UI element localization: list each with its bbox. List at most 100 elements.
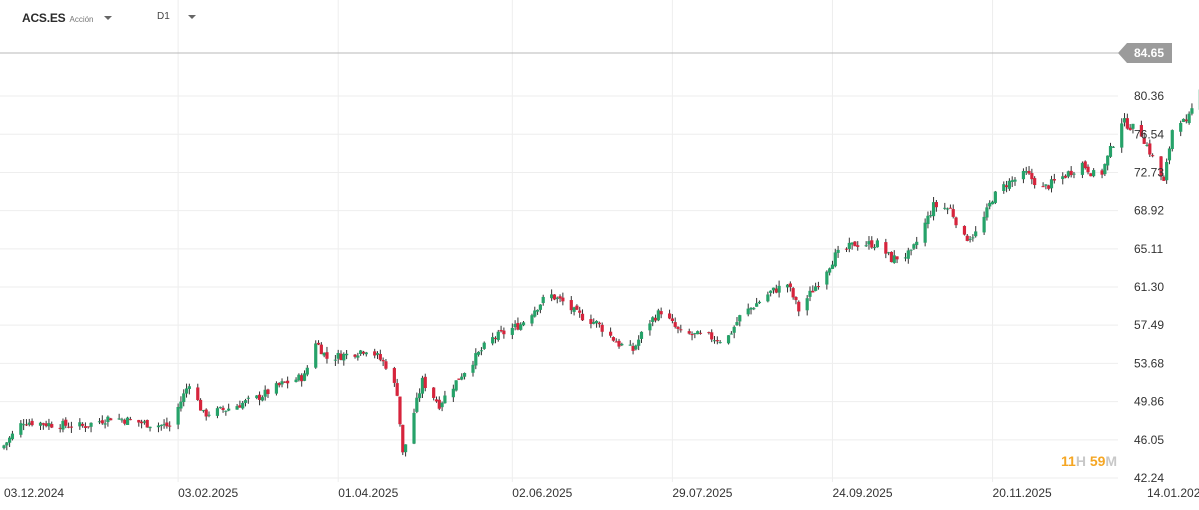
candle-body bbox=[364, 352, 368, 355]
candle-body bbox=[179, 401, 183, 409]
candle-body bbox=[769, 290, 773, 293]
candle-down bbox=[690, 331, 694, 341]
candle-up bbox=[1021, 168, 1026, 184]
candle-body bbox=[125, 417, 130, 425]
candle-body bbox=[451, 388, 455, 398]
candle-body bbox=[580, 313, 585, 321]
candle-body bbox=[106, 416, 110, 423]
candle-body bbox=[403, 444, 408, 453]
candle-up bbox=[746, 303, 750, 317]
candle-body bbox=[884, 242, 888, 254]
candle-up bbox=[805, 295, 809, 316]
candle-body bbox=[378, 353, 382, 360]
candle-up bbox=[336, 349, 340, 364]
candle-body bbox=[384, 361, 388, 369]
candle-body bbox=[926, 215, 930, 225]
candle-down bbox=[844, 247, 849, 252]
candle-up bbox=[990, 200, 995, 205]
candle-up bbox=[656, 308, 660, 322]
candle-up bbox=[521, 320, 526, 327]
chevron-down-icon[interactable] bbox=[187, 14, 196, 19]
candle-up bbox=[78, 418, 82, 430]
candle-body bbox=[1170, 130, 1174, 150]
candle-down bbox=[965, 233, 969, 242]
candle-down bbox=[609, 327, 613, 338]
candle-body bbox=[418, 393, 422, 399]
candle-body bbox=[27, 422, 31, 425]
candle-down bbox=[392, 366, 396, 387]
candle-down bbox=[951, 204, 955, 219]
candle-body bbox=[1063, 175, 1068, 178]
candle-down bbox=[580, 309, 585, 322]
candle-up bbox=[182, 389, 186, 407]
candle-body bbox=[715, 340, 719, 342]
candle-body bbox=[1027, 170, 1031, 174]
candle-body bbox=[454, 380, 458, 391]
candle-body bbox=[578, 310, 582, 313]
candle-body bbox=[990, 201, 995, 205]
candle-down bbox=[870, 236, 874, 249]
candle-up bbox=[1165, 158, 1169, 184]
candle-body bbox=[912, 244, 916, 249]
candle-body bbox=[1086, 166, 1090, 173]
symbol-label: ACS.ES bbox=[22, 11, 66, 25]
candle-down bbox=[895, 256, 899, 264]
candle-body bbox=[985, 207, 989, 218]
candle-up bbox=[302, 370, 307, 382]
candle-up bbox=[1007, 178, 1011, 191]
candle-up bbox=[474, 348, 478, 370]
candle-body bbox=[696, 331, 700, 335]
candle-body bbox=[1184, 119, 1188, 122]
candle-up bbox=[215, 406, 220, 419]
current-price-label: 84.65 bbox=[1134, 46, 1164, 60]
candle-body bbox=[805, 298, 809, 311]
candle-up bbox=[974, 226, 978, 238]
candle-body bbox=[198, 399, 203, 411]
candle-body bbox=[1167, 148, 1172, 161]
candle-body bbox=[1047, 185, 1051, 189]
candle-body bbox=[235, 406, 239, 410]
candle-up bbox=[892, 250, 896, 264]
candle-body bbox=[673, 322, 677, 327]
candle-body bbox=[1131, 123, 1135, 129]
candle-body bbox=[535, 309, 540, 312]
candle-up bbox=[769, 290, 773, 297]
candle-down bbox=[1089, 173, 1093, 177]
candle-up bbox=[541, 294, 545, 306]
candle-up bbox=[1170, 129, 1174, 152]
candle-down bbox=[889, 251, 894, 263]
candle-body bbox=[794, 297, 798, 301]
candle-up bbox=[491, 332, 495, 346]
candle-up bbox=[412, 408, 416, 445]
symbol-selector[interactable]: ACS.ES Acción bbox=[22, 11, 112, 25]
x-tick-label: 24.09.2025 bbox=[832, 486, 892, 500]
candle-down bbox=[401, 424, 405, 456]
candle-up bbox=[246, 395, 250, 404]
candle-up bbox=[732, 325, 736, 339]
candle-body bbox=[594, 320, 599, 324]
candle-down bbox=[1069, 166, 1073, 178]
chevron-down-icon[interactable] bbox=[103, 16, 112, 20]
candle-body bbox=[257, 394, 262, 400]
candle-body bbox=[255, 395, 259, 399]
candle-up bbox=[735, 317, 739, 326]
timeframe-selector[interactable]: D1 bbox=[157, 11, 196, 22]
candle-body bbox=[1083, 161, 1087, 169]
candle-down bbox=[1100, 168, 1104, 179]
candle-up bbox=[530, 313, 534, 327]
candle-body bbox=[187, 386, 191, 389]
candle-up bbox=[749, 307, 753, 315]
candle-body bbox=[496, 331, 500, 340]
candle-body bbox=[316, 342, 321, 345]
candle-body bbox=[575, 305, 579, 310]
candle-up bbox=[693, 332, 697, 339]
candle-body bbox=[628, 344, 632, 346]
candle-up bbox=[814, 282, 818, 292]
candle-down bbox=[1148, 139, 1152, 157]
candle-down bbox=[788, 281, 792, 292]
candle-up bbox=[460, 373, 464, 381]
candle-up bbox=[766, 291, 770, 303]
candle-body bbox=[491, 337, 495, 344]
candle-up bbox=[89, 422, 93, 433]
